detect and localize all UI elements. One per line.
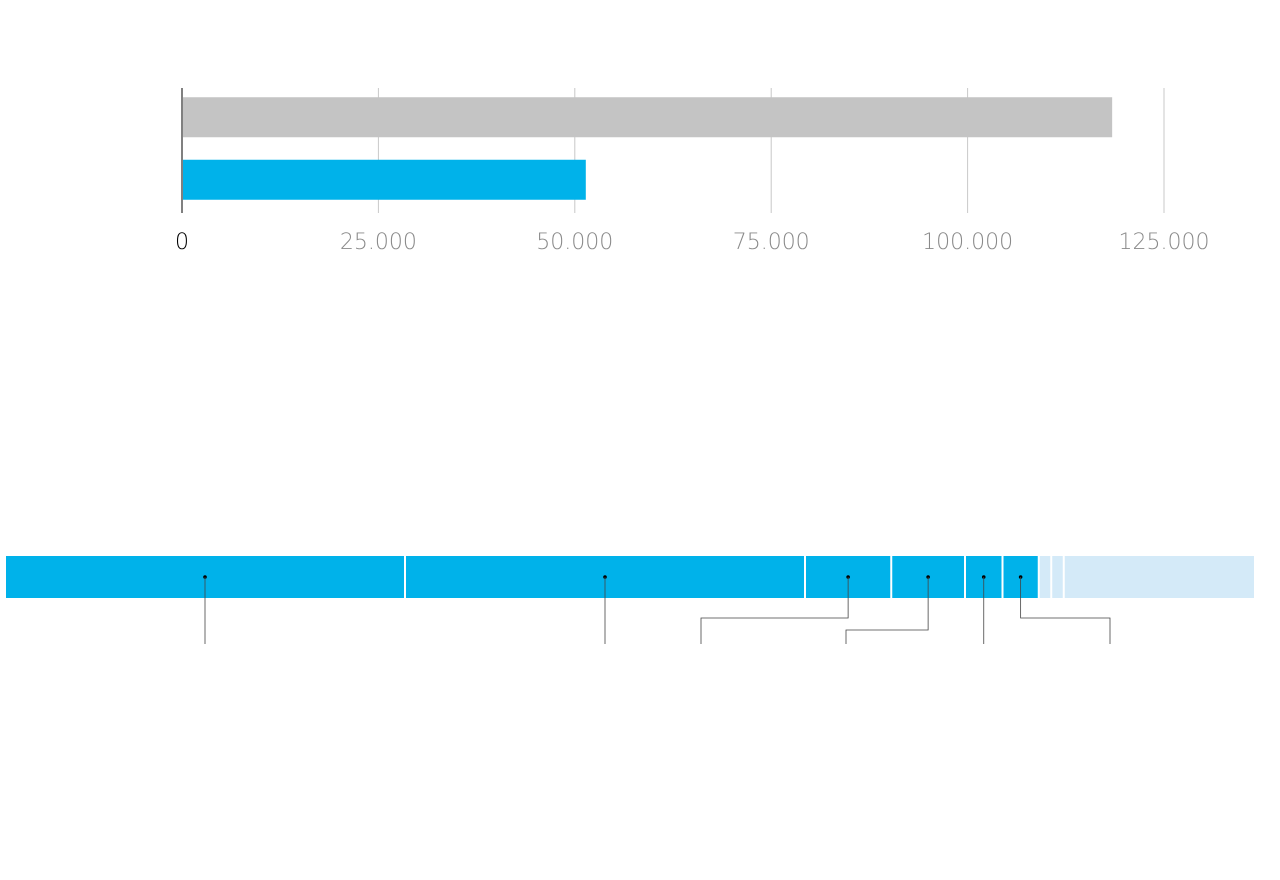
bar-segment (1064, 556, 1254, 598)
leader-line (1020, 577, 1111, 644)
leader-line (700, 577, 849, 644)
x-tick-label: 50.000 (536, 230, 613, 255)
bar-segment (1039, 556, 1051, 598)
x-tick-label: 125.000 (1119, 230, 1210, 255)
x-tick-label: 75.000 (733, 230, 810, 255)
bar (183, 159, 586, 200)
x-tick-label: 100.000 (922, 230, 1013, 255)
x-tick-label: 25.000 (340, 230, 417, 255)
x-tick-label: 0 (175, 230, 189, 255)
bar-segment (1052, 556, 1063, 598)
leader-line (845, 577, 929, 644)
bar (183, 97, 1113, 138)
